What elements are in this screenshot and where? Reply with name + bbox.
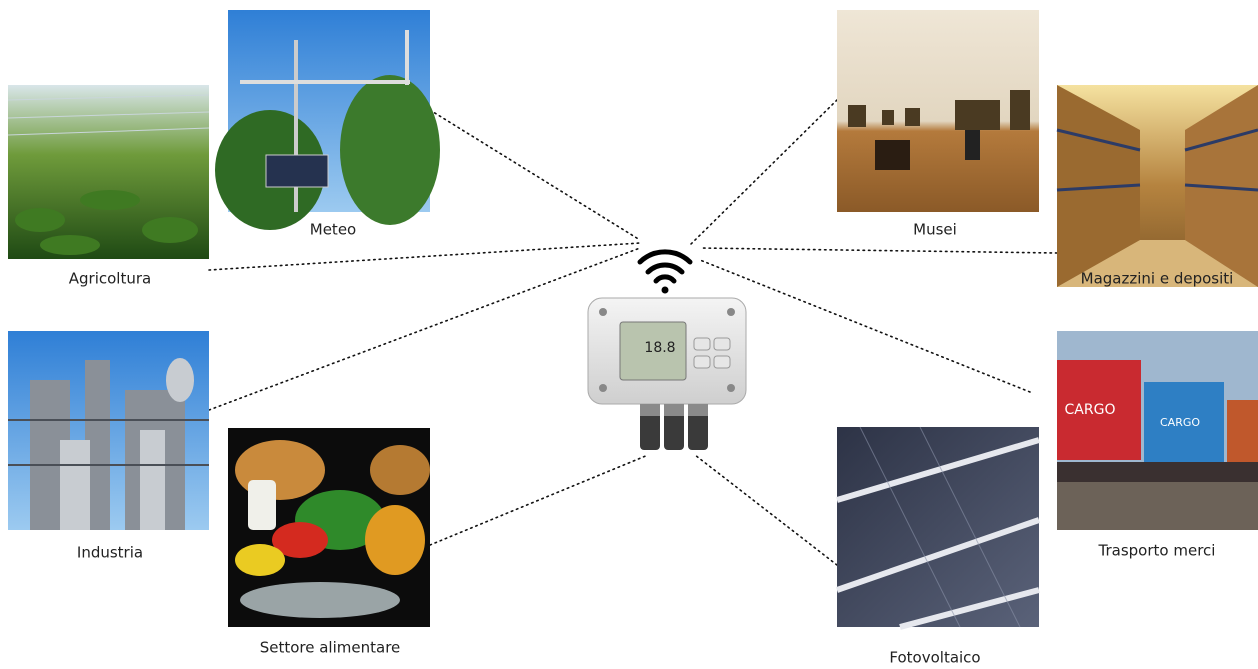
photo-meteo <box>215 10 440 230</box>
node-label: Trasporto merci <box>1098 542 1216 560</box>
data-logger: 18.8 <box>588 298 746 450</box>
wifi-icon <box>640 252 690 294</box>
photo-fotovoltaico <box>837 427 1039 627</box>
node-label: Agricoltura <box>69 270 151 288</box>
container-text: CARGO <box>1065 402 1116 418</box>
node-label: Settore alimentare <box>260 639 401 657</box>
container-text: CARGO <box>1160 416 1200 429</box>
photo-industria <box>8 331 209 530</box>
photo-trasporto-merci: CARGO CARGO <box>1057 331 1258 530</box>
node-label: Magazzini e depositi <box>1081 270 1234 288</box>
display-text: 18.8 <box>644 340 675 356</box>
node-label: Meteo <box>310 221 356 239</box>
diagram: CARGO CARGO 18.8 Agricoltura Meteo Indus… <box>0 0 1258 665</box>
photo-magazzini <box>1057 85 1258 287</box>
node-label: Fotovoltaico <box>889 649 980 666</box>
node-label: Musei <box>913 221 957 239</box>
node-label: Industria <box>77 544 143 562</box>
photo-agricoltura <box>8 85 209 259</box>
photo-musei <box>837 10 1039 212</box>
photo-settore-alimentare <box>228 428 430 627</box>
